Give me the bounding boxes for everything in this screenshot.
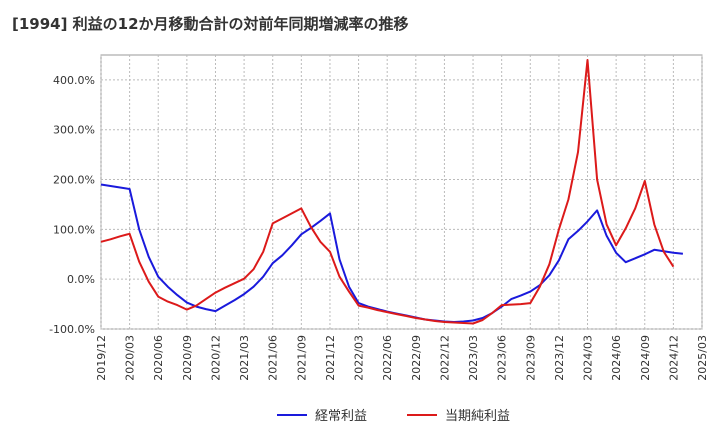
x-tick-label: 2024/06 [610,335,623,381]
y-tick-label: -100.0% [49,323,95,336]
chart-title: [1994] 利益の12か月移動合計の対前年同期増減率の推移 [12,15,409,33]
series-line-1 [100,183,684,323]
grid-layer [100,54,703,330]
x-tick-label: 2020/12 [209,335,222,381]
x-tick-label: 2024/12 [667,335,680,381]
axis-layer: -100.0% 0.0% 100.0% 200.0% 300.0% 400.0% 2019/… [49,74,709,381]
y-tick-label: 400.0% [53,74,95,87]
legend: 経常利益 当期純利益 [277,409,510,424]
y-tick-label: 300.0% [53,124,95,137]
x-tick-label: 2022/03 [353,335,366,381]
x-tick-label: 2022/12 [438,335,451,381]
x-tick-label: 2021/06 [267,335,280,381]
y-tick-label: 200.0% [53,174,95,187]
plot-frame [100,54,703,330]
x-tick-label: 2020/09 [181,335,194,381]
x-tick-label: 2020/06 [152,335,165,381]
x-tick-label: 2019/12 [95,335,108,381]
x-tick-label: 2023/06 [496,335,509,381]
legend-label-2: 当期純利益 [445,409,510,424]
x-tick-label: 2021/12 [324,335,337,381]
x-tick-label: 2025/03 [696,335,709,381]
y-tick-label: 0.0% [67,273,95,286]
y-tick-label: 100.0% [53,223,95,236]
series-layer [100,59,684,325]
x-tick-label: 2024/09 [639,335,652,381]
series-line-2 [100,59,675,325]
x-tick-label: 2020/03 [124,335,137,381]
x-tick-label: 2024/03 [582,335,595,381]
x-tick-label: 2021/03 [238,335,251,381]
x-tick-label: 2023/09 [524,335,537,381]
x-tick-label: 2021/09 [295,335,308,381]
x-tick-label: 2022/09 [410,335,423,381]
x-tick-label: 2023/12 [553,335,566,381]
legend-label-1: 経常利益 [315,409,367,424]
x-tick-label: 2022/06 [381,335,394,381]
x-tick-label: 2023/03 [467,335,480,381]
